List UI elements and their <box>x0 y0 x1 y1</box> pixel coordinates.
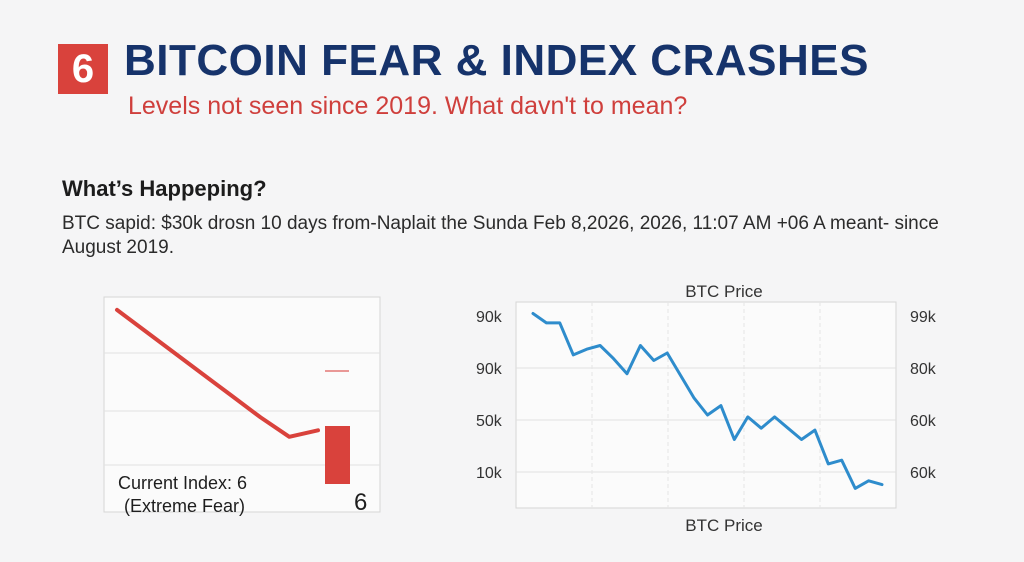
btc-price-chart: BTC Price BTC Price 90k 90k 50k 10k 99k … <box>476 282 937 535</box>
left-tick-label: 50k <box>476 413 503 430</box>
annotation-line-1: Current Index: 6 <box>118 473 247 493</box>
page-subtitle: Levels not seen since 2019. What davn't … <box>128 92 688 120</box>
fear-index-chart: 6 Current Index: 6 (Extreme Fear) <box>103 296 381 516</box>
left-tick-label: 10k <box>476 465 503 482</box>
right-tick-label: 99k <box>910 309 937 326</box>
left-tick-label: 90k <box>476 361 503 378</box>
btc-chart-grid <box>516 302 896 508</box>
section-body: BTC sapid: $30k drosn 10 days from-Νapla… <box>62 213 939 258</box>
page-title: BITCOIN FEAR & INDEX CRASHES <box>124 36 869 85</box>
left-tick-label: 90k <box>476 309 503 326</box>
right-tick-label: 60k <box>910 465 937 482</box>
btc-chart-frame <box>515 301 897 509</box>
btc-x-axis-label: BTC Price <box>685 516 762 535</box>
btc-chart-title: BTC Price <box>685 282 762 301</box>
right-tick-label: 80k <box>910 361 937 378</box>
section-number-badge: 6 <box>58 44 108 94</box>
current-index-bar <box>325 426 350 484</box>
current-index-value-label: 6 <box>354 489 367 516</box>
section-heading: What’s Happeping? <box>62 176 267 201</box>
right-tick-label: 60k <box>910 413 937 430</box>
btc-price-line <box>531 312 884 490</box>
fear-index-line <box>115 307 320 439</box>
annotation-line-2: (Extreme Fear) <box>124 496 245 516</box>
